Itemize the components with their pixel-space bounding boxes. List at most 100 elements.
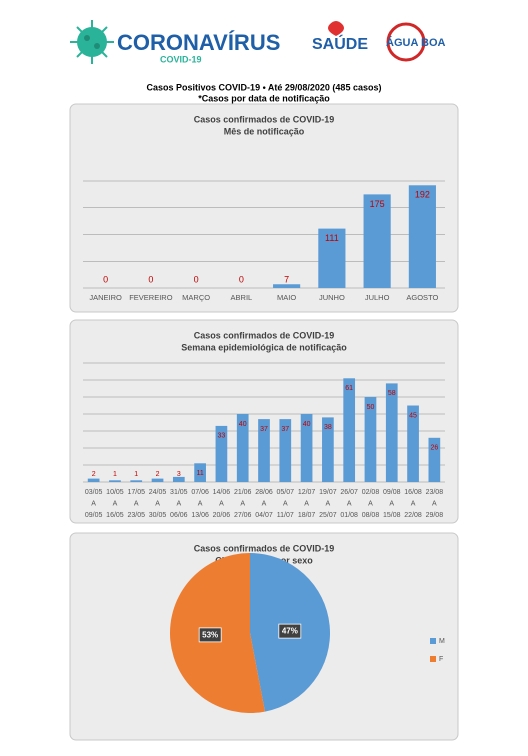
data-label: 0 [148,274,153,284]
bar [236,414,249,482]
data-label: 2 [92,471,96,478]
x-tick-label: 28/06 [255,489,273,496]
x-tick-label: 04/07 [255,512,273,519]
x-tick-label: 18/07 [298,512,316,519]
data-label: 111 [325,233,339,243]
bar [109,480,121,482]
x-tick-label: 10/05 [106,489,124,496]
data-label: 37 [281,426,289,433]
bar [194,463,206,482]
data-label: 53% [202,630,218,639]
x-tick-label: JULHO [365,293,390,302]
x-tick-label: 16/08 [404,489,422,496]
virus-logo [70,20,114,64]
chart-title: Casos confirmados de COVID-19 [194,330,335,340]
bar [343,378,356,482]
doc-subtitle: *Casos por data de notificação [198,93,330,103]
bar [363,194,391,288]
x-tick-label: 06/06 [170,512,188,519]
data-label: 192 [415,190,430,200]
x-tick-label: 14/06 [213,489,231,496]
chart-subtitle: Mês de notificação [224,126,305,136]
x-tick-label: 30/05 [149,512,167,519]
x-tick-label: 03/05 [85,489,103,496]
data-label: 7 [284,274,289,284]
heart-icon [328,21,344,36]
bar [215,425,228,482]
bar [279,419,292,482]
x-tick-label: 01/08 [340,512,358,519]
data-label: 33 [218,433,226,440]
data-label: 0 [239,274,244,284]
x-tick-label: A [368,500,373,507]
bar [273,284,301,288]
x-tick-label: 08/08 [362,512,380,519]
bar [428,437,441,482]
x-tick-label: 26/07 [340,489,358,496]
x-tick-label: 16/05 [106,512,124,519]
data-label: 58 [388,390,396,397]
legend-label: F [439,656,443,663]
x-tick-label: A [411,500,416,507]
bar [322,417,334,482]
x-tick-label: 11/07 [277,512,294,519]
org: SAÚDE [312,34,368,53]
x-tick-label: 17/05 [127,489,145,496]
chart-title: Casos confirmados de COVID-19 [194,543,335,553]
data-label: 1 [113,471,117,478]
x-tick-label: 24/05 [149,489,167,496]
bar [318,228,346,288]
bar [258,419,270,482]
brand: CORONAVÍRUS [117,30,280,55]
x-tick-label: A [326,500,331,507]
legend-swatch [430,656,436,662]
x-tick-label: A [304,500,309,507]
doc-title: Casos Positivos COVID-19 • Até 29/08/202… [147,82,382,92]
bar [130,480,143,482]
bar [87,478,100,482]
label-box [278,623,302,639]
legend-swatch [430,638,436,644]
x-tick-label: ABRIL [231,293,253,302]
x-tick-label: 12/07 [298,489,316,496]
data-label: 0 [194,274,199,284]
x-tick-label: JUNHO [319,293,345,302]
x-tick-label: 07/06 [191,489,209,496]
bar [385,383,398,482]
x-tick-label: AGOSTO [406,293,438,302]
chart-title: Casos confirmados de COVID-19 [194,114,335,124]
x-tick-label: A [113,500,118,507]
x-tick-label: 23/05 [127,512,145,519]
x-tick-label: A [176,500,181,507]
x-tick-label: 27/06 [234,512,252,519]
x-tick-label: 21/06 [234,489,252,496]
data-label: 2 [156,471,160,478]
bar [408,185,436,288]
x-tick-label: A [283,500,288,507]
x-tick-label: 09/05 [85,512,103,519]
data-label: 50 [367,404,375,411]
x-tick-label: A [240,500,245,507]
bar [172,476,185,482]
x-tick-label: 09/08 [383,489,401,496]
data-label: 0 [103,274,108,284]
data-label: 45 [409,412,417,419]
x-tick-label: A [389,500,394,507]
data-label: 40 [303,421,311,428]
data-label: 61 [345,385,353,392]
bar [300,414,313,482]
x-tick-label: 22/08 [404,512,422,519]
x-tick-label: A [219,500,224,507]
label-box [198,627,222,643]
x-tick-label: A [347,500,352,507]
data-label: 3 [177,471,181,478]
x-tick-label: 05/07 [277,489,295,496]
x-tick-label: A [432,500,437,507]
city: ÁGUA BOA [386,36,446,49]
x-tick-label: FEVEREIRO [129,293,173,302]
data-label: 1 [134,471,138,478]
city-logo [386,22,426,62]
data-label: 47% [282,627,298,636]
